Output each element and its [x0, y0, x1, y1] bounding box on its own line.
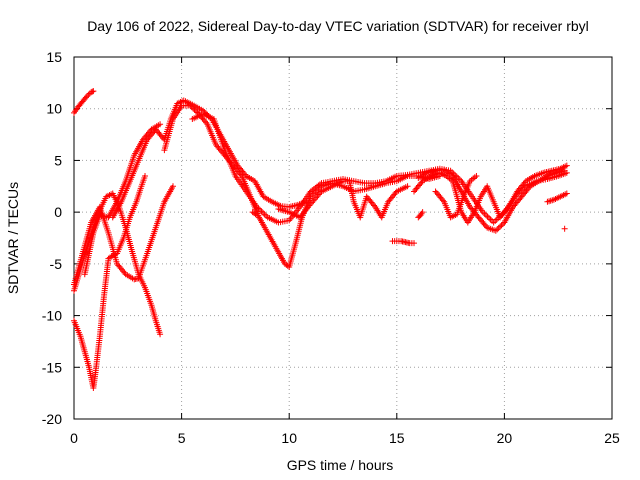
data-point [498, 222, 505, 229]
data-point [561, 167, 568, 174]
data-point [492, 227, 499, 234]
data-point [486, 215, 493, 222]
y-tick-label: -10 [42, 308, 62, 324]
data-point [237, 171, 244, 178]
data-point [494, 226, 501, 233]
data-point [418, 179, 425, 186]
y-tick-label: -20 [42, 411, 62, 427]
data-point [188, 103, 195, 110]
series-arc-16 [544, 190, 570, 205]
data-point [481, 210, 488, 217]
data-point [490, 219, 497, 226]
data-point [90, 88, 97, 95]
chart-title: Day 106 of 2022, Sidereal Day-to-day VTE… [87, 18, 589, 34]
data-point [187, 102, 194, 109]
series-arc-12 [432, 172, 480, 221]
x-tick-label: 0 [70, 430, 78, 446]
data-point [525, 184, 532, 191]
data-point [392, 189, 399, 196]
data-point [404, 183, 411, 190]
plot-frame [73, 56, 613, 420]
data-point [192, 108, 199, 115]
data-point [203, 119, 210, 126]
data-point [487, 216, 494, 223]
data-point [169, 183, 176, 190]
data-point [142, 172, 149, 179]
data-point [411, 240, 418, 247]
data-point [492, 218, 499, 225]
data-point [371, 202, 378, 209]
y-tick-label: -15 [42, 359, 62, 375]
data-point [85, 91, 92, 98]
x-tick-label: 20 [497, 430, 513, 446]
y-tick-label: -5 [50, 256, 63, 272]
data-point [473, 172, 480, 179]
data-point [482, 212, 489, 219]
data-point [89, 88, 96, 95]
series-arc-1 [71, 88, 97, 116]
x-axis-label: GPS time / hours [287, 457, 394, 473]
y-tick-label: 5 [54, 152, 62, 168]
data-point [484, 213, 491, 220]
series-arc-17 [561, 225, 568, 232]
data-marks [71, 88, 570, 391]
data-point [82, 94, 89, 101]
y-axis-label: SDTVAR / TECUs [5, 182, 21, 294]
series-arc-2 [71, 190, 164, 338]
series-arc-4 [71, 183, 176, 288]
data-point [190, 105, 197, 112]
data-point [121, 269, 128, 276]
data-point [563, 162, 570, 169]
series-arc-3 [71, 172, 149, 391]
data-point [83, 93, 90, 100]
series-arc-9 [275, 178, 411, 221]
data-point [157, 331, 164, 338]
data-point [191, 106, 198, 113]
series-arc-7 [161, 102, 443, 270]
x-tick-label: 5 [178, 430, 186, 446]
y-tick-label: 10 [46, 101, 62, 117]
series-arc-13 [389, 238, 418, 247]
data-point [495, 225, 502, 232]
series-arc-15 [249, 209, 260, 219]
data-point [419, 209, 426, 216]
data-point [157, 121, 164, 128]
data-point [253, 212, 260, 219]
x-tick-label: 25 [604, 430, 620, 446]
data-point [497, 223, 504, 230]
data-point [563, 190, 570, 197]
grid [74, 57, 612, 419]
series-arc-14 [415, 209, 426, 221]
data-point [499, 220, 506, 227]
data-point [252, 211, 259, 218]
x-tick-label: 15 [389, 430, 405, 446]
y-tick-label: 0 [54, 204, 62, 220]
data-point [521, 179, 528, 186]
data-point [439, 197, 446, 204]
y-tick-label: 15 [46, 49, 62, 65]
x-tick-label: 10 [281, 430, 297, 446]
data-point [561, 225, 568, 232]
axis-ticks: 0 5 10 15 20 25 -20 -15 -10 -5 0 5 10 15 [42, 49, 620, 446]
